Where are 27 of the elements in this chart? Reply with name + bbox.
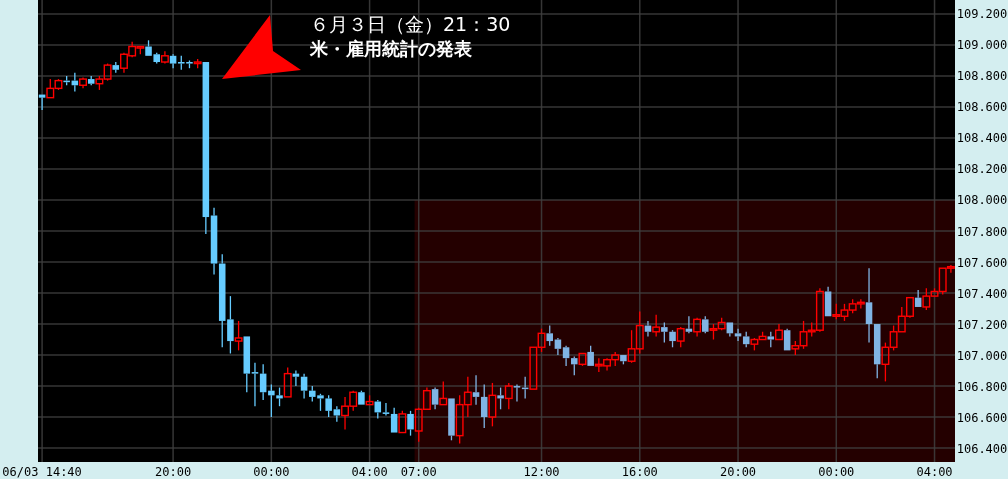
x-tick-label: 00:00 (253, 465, 290, 479)
x-tick-label: 04:00 (351, 465, 388, 479)
y-tick-label: 107.000 (956, 348, 1008, 363)
y-tick-label: 108.000 (956, 193, 1008, 208)
y-tick-label: 106.800 (956, 379, 1008, 394)
y-tick-label: 108.800 (956, 69, 1008, 84)
y-tick-label: 106.600 (956, 410, 1008, 425)
x-tick-label: 06/03 14:40 (2, 465, 82, 479)
y-tick-label: 107.800 (956, 224, 1008, 239)
x-tick-label: 04:00 (916, 465, 953, 479)
y-tick-label: 109.200 (956, 7, 1008, 22)
x-tick-label: 20:00 (155, 465, 192, 479)
y-tick-label: 107.200 (956, 317, 1008, 332)
y-tick-label: 108.600 (956, 100, 1008, 115)
x-tick-label: 07:00 (400, 465, 437, 479)
y-tick-label: 107.400 (956, 286, 1008, 301)
y-tick-label: 108.200 (956, 162, 1008, 177)
y-tick-label: 109.000 (956, 38, 1008, 53)
x-tick-label: 20:00 (719, 465, 757, 479)
annotation: 米・雇用統計の発表 (309, 38, 472, 59)
annotation: ６月３日（金）21：30 (310, 13, 511, 35)
y-tick-label: 108.400 (956, 131, 1008, 146)
x-tick-label: 16:00 (621, 465, 658, 479)
y-tick-label: 106.400 (956, 441, 1008, 456)
x-tick-label: 12:00 (523, 465, 560, 479)
x-tick-label: 00:00 (818, 465, 855, 479)
y-tick-label: 107.600 (956, 255, 1008, 270)
